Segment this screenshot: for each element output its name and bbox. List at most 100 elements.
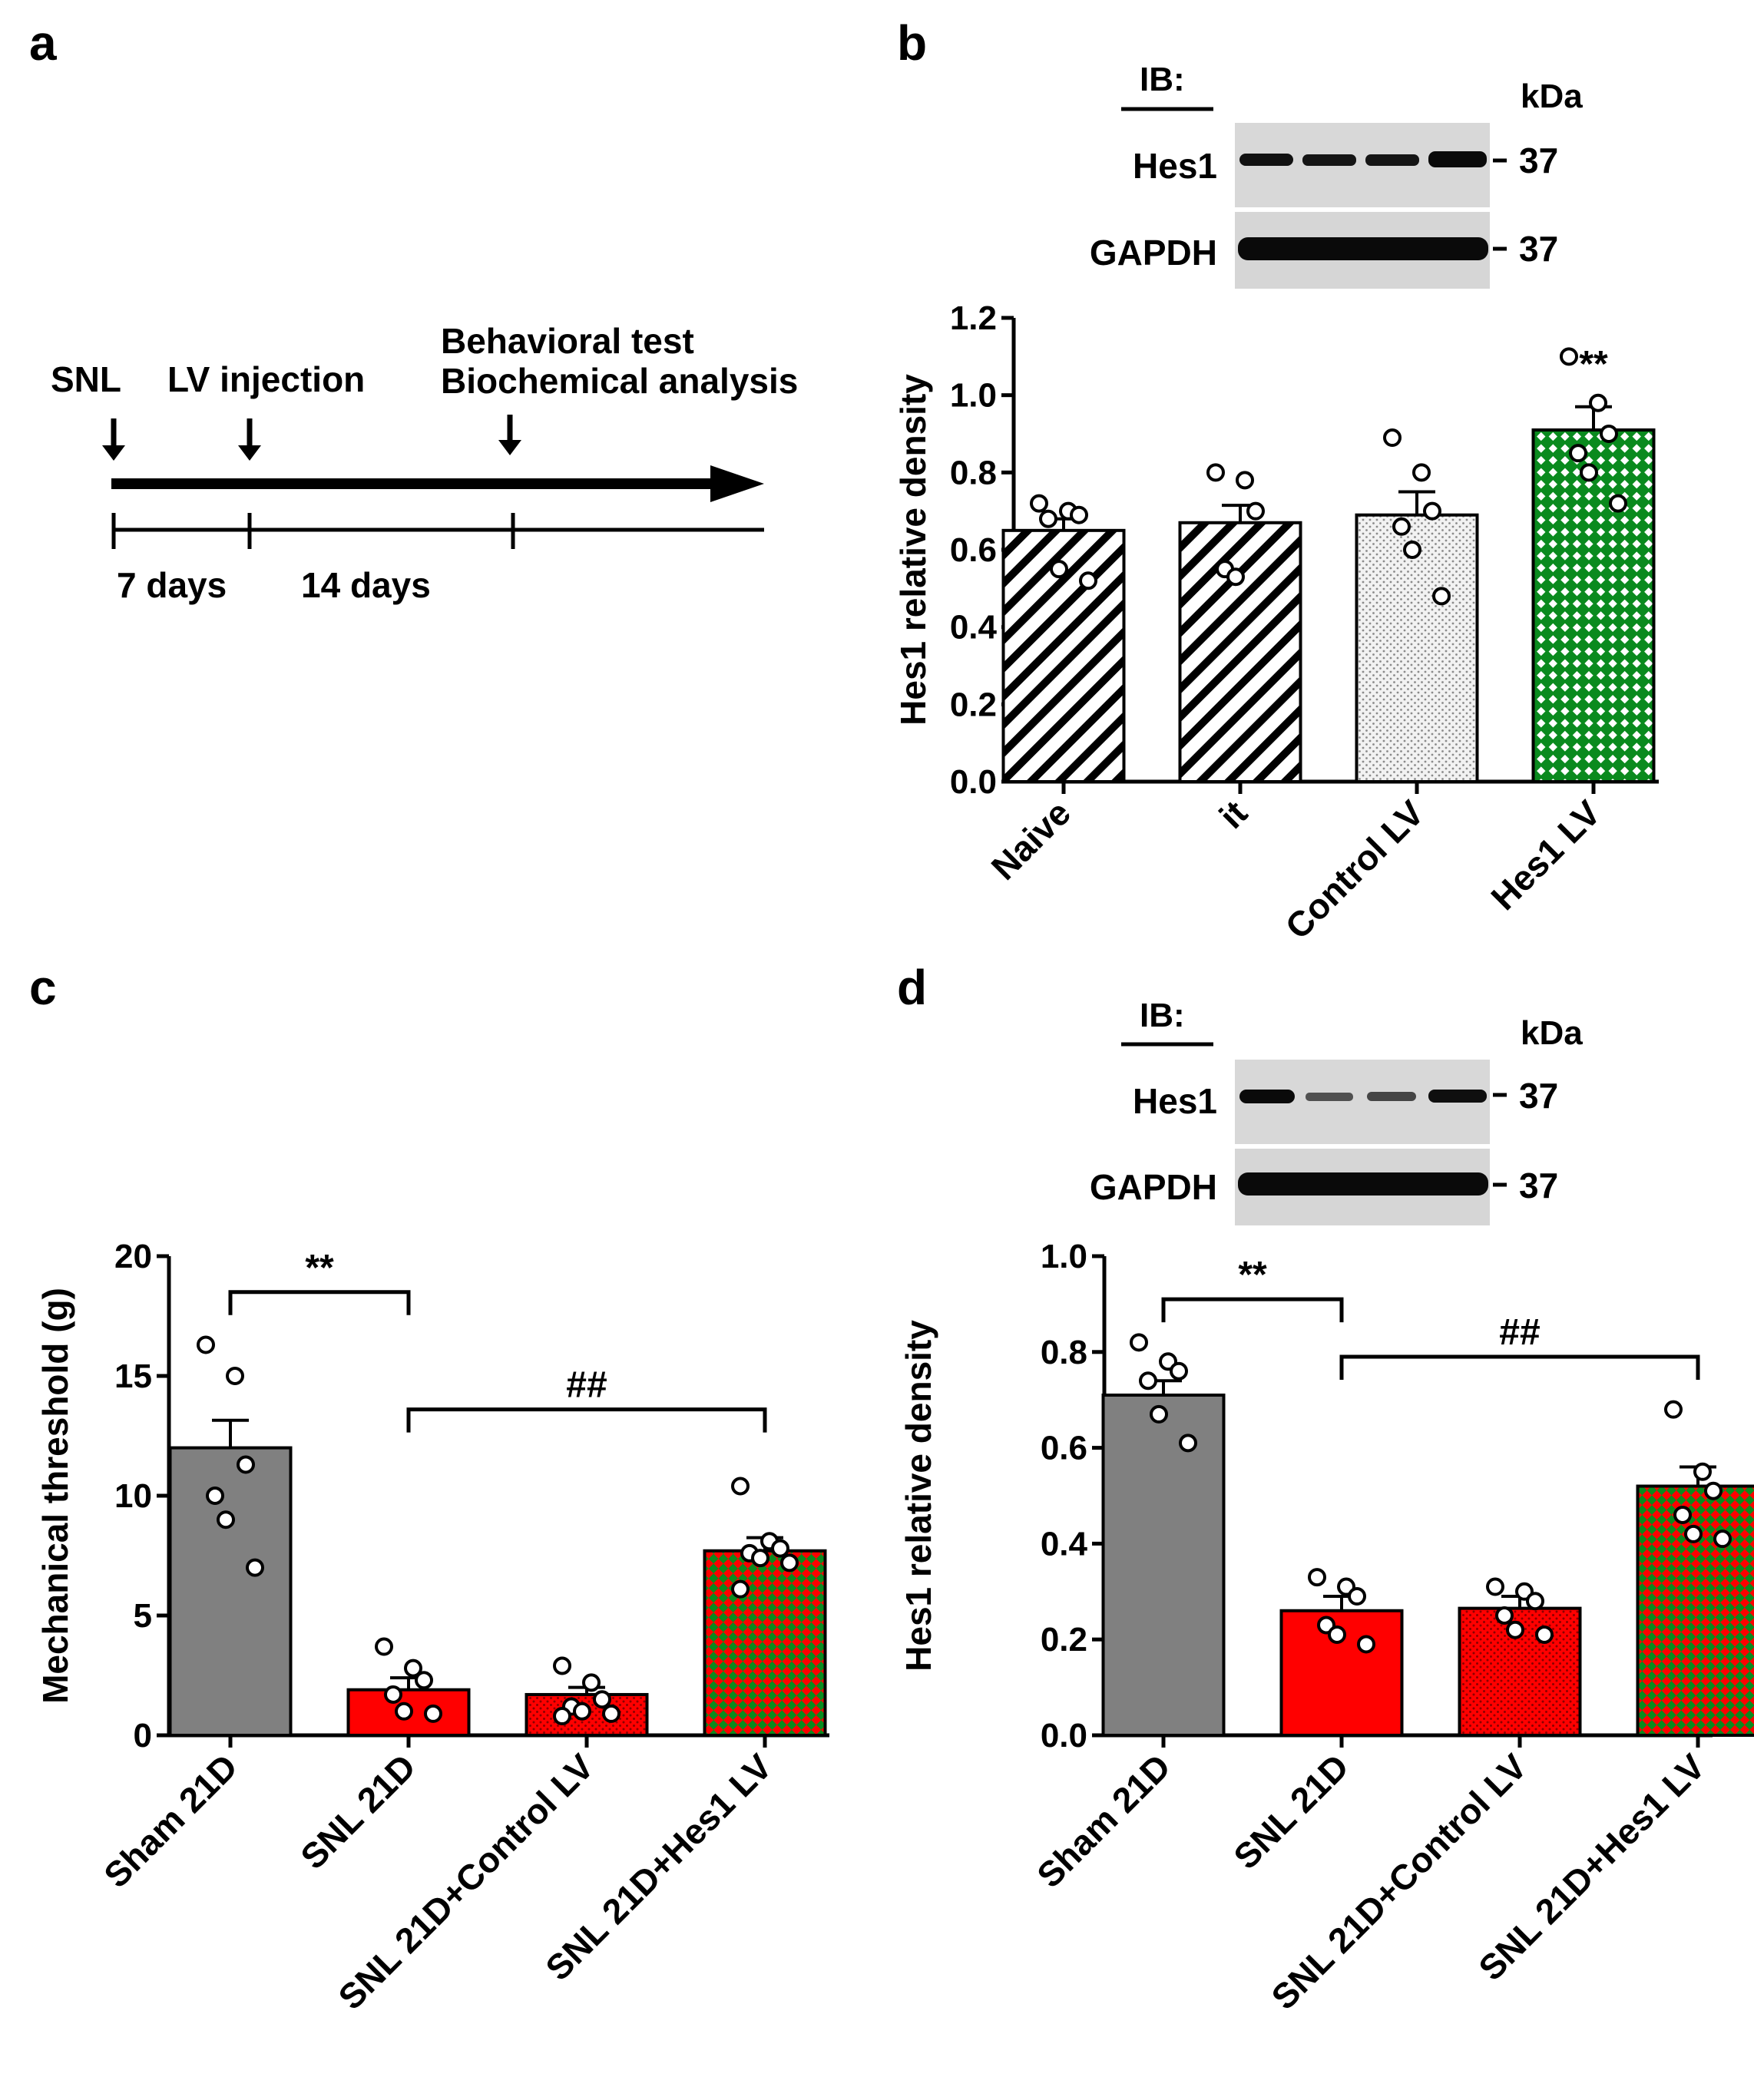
data-point — [1580, 463, 1598, 482]
blot-row-label: GAPDH — [1090, 1167, 1217, 1207]
panel-a: a SNL LV injection Behavioral test Bioch… — [29, 15, 798, 605]
panel-b: b IB: kDa Hes1 GAPDH 37 37 0.00.20.40.60… — [893, 15, 1659, 947]
data-point — [1423, 501, 1441, 521]
significance-label: ** — [1238, 1255, 1267, 1295]
significance-label: ** — [305, 1248, 334, 1288]
data-point — [1070, 505, 1088, 524]
data-point — [226, 1367, 244, 1385]
y-tick-label: 15 — [114, 1358, 152, 1395]
x-tick-label: Naive — [984, 792, 1079, 888]
y-tick-label: 0.6 — [1041, 1430, 1087, 1467]
bar — [1101, 1393, 1226, 1737]
y-tick-label: 10 — [114, 1477, 152, 1515]
x-tick-label: SNL 21D — [1226, 1746, 1356, 1877]
arrow-lv-injection-icon — [238, 418, 261, 461]
data-point — [731, 1477, 750, 1496]
data-point — [384, 1685, 402, 1704]
significance-label: ** — [1579, 344, 1608, 385]
data-point — [593, 1690, 611, 1709]
panel-c: c 0 5 10 15 20 Mechanical threshold (g) Sham 2… — [29, 960, 829, 2017]
data-point — [1412, 463, 1431, 482]
panel-letter-b: b — [897, 15, 927, 71]
data-point — [1693, 1462, 1712, 1481]
bar — [703, 1549, 827, 1738]
western-blot-d: IB: kDa Hes1 GAPDH 37 37 — [1090, 997, 1583, 1225]
data-point — [553, 1656, 571, 1675]
y-tick-label: 1.0 — [950, 377, 997, 415]
chart-b: 0.0 0.2 0.4 0.6 0.8 1.0 1.2 Hes1 relative densi… — [893, 299, 1659, 947]
western-blot-b: IB: kDa Hes1 GAPDH 37 37 — [1090, 61, 1583, 289]
significance-label: ## — [566, 1365, 607, 1406]
data-point — [1569, 444, 1587, 463]
y-axis-label: Hes1 relative density — [893, 374, 933, 726]
data-point — [1328, 1625, 1346, 1644]
blot-kda-label: kDa — [1521, 78, 1583, 115]
panel-d: d IB: kDa Hes1 GAPDH 37 37 0.00.20.40.60… — [897, 960, 1754, 2017]
blot-kda-label: kDa — [1521, 1014, 1583, 1052]
x-tick-label: it — [1211, 792, 1255, 836]
arrow-snl-icon — [102, 418, 125, 461]
blot-bands — [1238, 1090, 1488, 1196]
data-point — [553, 1707, 571, 1726]
data-point — [780, 1553, 799, 1573]
data-point — [1357, 1635, 1375, 1654]
blot-ib-label: IB: — [1140, 997, 1185, 1034]
event-biochemical-analysis: Biochemical analysis — [441, 361, 798, 401]
duration-7-days: 7 days — [117, 565, 227, 605]
timeline-main-arrow — [111, 465, 764, 502]
data-point — [246, 1558, 264, 1577]
bar — [168, 1446, 293, 1737]
data-point — [415, 1671, 433, 1690]
significance-bracket — [228, 1290, 411, 1315]
y-axis-label: Hes1 relative density — [899, 1320, 938, 1672]
data-point — [582, 1673, 601, 1692]
data-point — [1560, 347, 1578, 366]
data-point — [751, 1549, 769, 1568]
data-point — [1130, 1333, 1148, 1352]
x-tick-label: SNL 21D — [293, 1746, 423, 1877]
blot-mw-label: 37 — [1519, 141, 1558, 180]
data-point — [237, 1455, 255, 1474]
x-tick-label: Sham 21D — [96, 1746, 245, 1895]
data-point — [1246, 501, 1265, 521]
y-tick-label: 0.4 — [950, 609, 998, 647]
y-tick-label: 20 — [114, 1238, 152, 1275]
data-point — [1713, 1530, 1732, 1549]
blot-row-label: Hes1 — [1133, 146, 1217, 186]
y-tick-label: 0.4 — [1041, 1525, 1088, 1563]
blot-mw-label: 37 — [1519, 1166, 1558, 1205]
data-point — [1383, 428, 1402, 448]
data-point — [1039, 509, 1057, 528]
data-point — [1495, 1606, 1514, 1625]
data-point — [1403, 541, 1421, 559]
data-point — [1609, 494, 1627, 513]
data-point — [206, 1487, 224, 1505]
significance-bracket — [1161, 1297, 1344, 1323]
data-point — [1150, 1404, 1168, 1424]
y-tick-label: 0.0 — [950, 763, 997, 801]
data-point — [1506, 1620, 1524, 1639]
bar — [1178, 521, 1302, 783]
data-point — [1050, 560, 1068, 579]
x-tick-label: Sham 21D — [1029, 1746, 1178, 1895]
y-tick-label: 5 — [134, 1597, 152, 1635]
chart-c: 0 5 10 15 20 Mechanical threshold (g) Sham 21D… — [35, 1238, 829, 2017]
y-tick-label: 0.2 — [950, 686, 997, 723]
data-point — [1600, 425, 1618, 443]
panel-letter-d: d — [897, 960, 927, 1015]
data-point — [1206, 463, 1225, 482]
significance-bracket — [406, 1407, 767, 1433]
data-point — [731, 1579, 750, 1599]
data-point — [771, 1539, 789, 1558]
data-point — [1079, 571, 1097, 590]
y-tick-label: 0.0 — [1041, 1717, 1087, 1754]
data-point — [1030, 494, 1048, 513]
data-point — [1526, 1592, 1544, 1611]
data-point — [1179, 1434, 1197, 1453]
y-tick-label: 0.2 — [1041, 1621, 1087, 1659]
y-tick-label: 1.0 — [1041, 1238, 1087, 1275]
y-tick-label: 1.2 — [950, 299, 997, 337]
blot-row-label: GAPDH — [1090, 233, 1217, 273]
y-tick-label: 0.6 — [950, 531, 997, 569]
